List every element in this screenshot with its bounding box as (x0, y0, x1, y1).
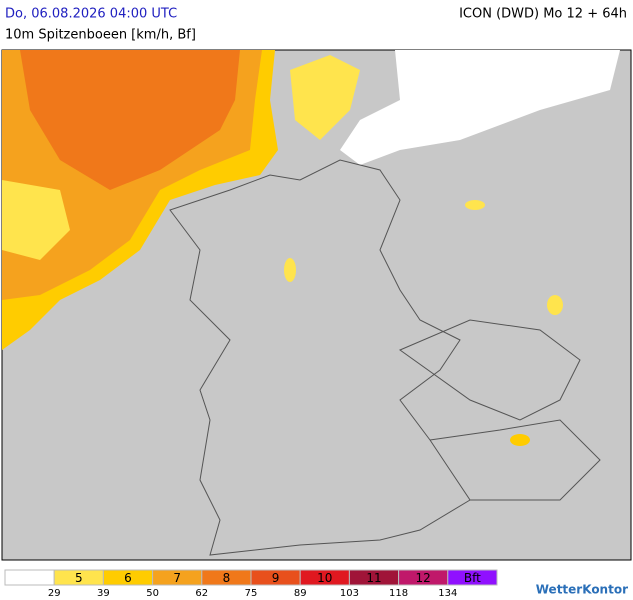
parameter: 10m Spitzenboeen [km/h, Bf] (5, 28, 196, 43)
legend-threshold: 118 (389, 588, 408, 599)
legend-label: 8 (223, 571, 231, 585)
legend-threshold: 62 (195, 588, 208, 599)
legend-threshold: 50 (146, 588, 159, 599)
legend-label: 11 (366, 571, 381, 585)
map (1, 49, 632, 561)
legend-label: 9 (272, 571, 280, 585)
legend-threshold: 29 (48, 588, 61, 599)
legend-threshold: 103 (340, 588, 359, 599)
legend-label: Bft (464, 571, 481, 585)
legend-threshold: 89 (294, 588, 307, 599)
legend-label: 10 (317, 571, 332, 585)
legend-threshold: 39 (97, 588, 110, 599)
legend-label: 6 (124, 571, 132, 585)
legend-threshold: 75 (245, 588, 258, 599)
legend-threshold: 134 (438, 588, 457, 599)
valid-time: Do, 06.08.2026 04:00 UTC (5, 7, 177, 22)
legend-label: 7 (173, 571, 181, 585)
legend-label: 5 (75, 571, 83, 585)
model-run: ICON (DWD) Mo 12 + 64h (459, 7, 627, 22)
legend-swatch (4, 569, 55, 586)
brand: WetterKontor (536, 583, 628, 597)
legend-label: 12 (416, 571, 431, 585)
legend-swatch (447, 569, 498, 586)
